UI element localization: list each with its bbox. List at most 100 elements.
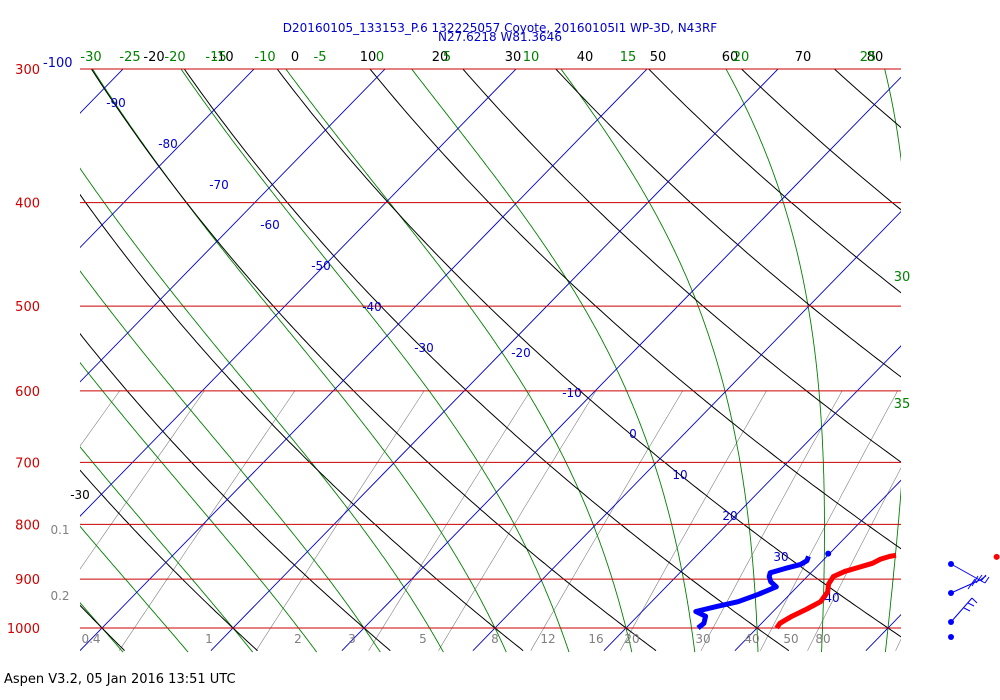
wind-barb-shaft <box>950 579 981 594</box>
dry-adiabat-label: 30 <box>505 50 522 65</box>
moist-adiabat-label: -30 <box>80 50 101 65</box>
moist-adiabat-label: 15 <box>620 50 637 65</box>
mixing-ratio-label: 12 <box>540 632 555 646</box>
isotherm-label: -50 <box>311 259 331 273</box>
dry-adiabat-line <box>80 469 258 652</box>
dry-adiabat-label: -10 <box>212 50 233 65</box>
mixing-ratio-label: 50 <box>783 632 798 646</box>
dry-adiabat-label: 10 <box>360 50 377 65</box>
mixing-ratio-line <box>807 467 901 651</box>
moist-adiabat-label: 5 <box>443 50 451 65</box>
mixing-ratio-line <box>80 390 120 447</box>
mixing-ratio-label: 1 <box>205 632 213 646</box>
mixing-ratio-label: 20 <box>624 632 639 646</box>
mixing-ratio-line <box>530 390 683 651</box>
wind-barb-feather <box>984 576 990 584</box>
dry-adiabat-label: 50 <box>650 50 667 65</box>
isotherm-line <box>80 69 648 651</box>
dry-adiabat-line <box>891 37 1000 651</box>
wind-barb-feather <box>975 574 983 584</box>
mixing-ratio-label: 40 <box>744 632 759 646</box>
moist-adiabat-label: -25 <box>119 50 140 65</box>
mixing-ratio-line <box>368 390 531 651</box>
pressure-label: 500 <box>15 300 40 315</box>
moist-adiabat-label: -20 <box>164 50 185 65</box>
wind-barb-feather <box>980 574 987 582</box>
wind-barb-feather <box>963 607 971 612</box>
moist-adiabat-line <box>0 52 58 652</box>
isotherm-line <box>341 76 901 651</box>
moist-adiabat-line <box>725 69 825 653</box>
moist-adiabat-line <box>884 69 901 653</box>
dry-adiabat-label: -20 <box>143 50 164 65</box>
mixing-ratio-label: 80 <box>815 632 830 646</box>
dry-adiabat-line <box>90 69 657 652</box>
moist-adiabat-line <box>80 525 189 653</box>
isotherm-label: -40 <box>362 300 382 314</box>
corner-isotherm-label: -100 <box>43 56 73 71</box>
dewpoint-outlier-point <box>825 550 832 557</box>
isotherm-label: -60 <box>260 218 280 232</box>
wind-barb-feather <box>971 597 978 604</box>
moist-adiabat-line <box>560 69 759 653</box>
dry-adiabat-label: 20 <box>432 50 449 65</box>
moist-adiabat-line <box>80 270 381 653</box>
isotherm-line <box>80 69 517 517</box>
dry-adiabat-line <box>80 193 524 652</box>
chart-title: D20160105_133153_P.6 132225057 Coyote, 2… <box>283 21 717 35</box>
temperature-profile-line <box>774 552 897 630</box>
mixing-ratio-line <box>118 390 296 651</box>
dry-adiabat-label: 60 <box>722 50 739 65</box>
mixing-ratio-line <box>619 390 767 651</box>
dry-adiabat-line <box>833 69 901 129</box>
moist-adiabat-line <box>80 446 254 653</box>
moist-adiabat-label: 30 <box>894 270 911 285</box>
moist-adiabat-label: -5 <box>314 50 327 65</box>
moist-adiabat-label: 20 <box>733 50 750 65</box>
moist-adiabat-line <box>91 69 507 653</box>
mixing-ratio-label: 30 <box>695 632 710 646</box>
moist-adiabat-label: -15 <box>205 50 226 65</box>
isotherm-label: -90 <box>106 96 126 110</box>
temperature-outlier-point <box>993 553 1000 560</box>
mixing-ratio-label: 3 <box>348 632 356 646</box>
isotherm-line <box>603 345 901 651</box>
pressure-label: 800 <box>15 518 40 533</box>
wind-barb-shaft <box>950 597 973 623</box>
dry-adiabat-line <box>276 69 901 638</box>
dry-adiabat-label: 80 <box>867 50 884 65</box>
dry-adiabat-line <box>462 69 901 463</box>
dry-adiabat-line <box>369 69 901 550</box>
moist-adiabat-label: 25 <box>860 50 877 65</box>
moist-adiabat-line <box>180 69 570 653</box>
isotherm-label: 20 <box>722 509 737 523</box>
dry-adiabat-label: -30 <box>70 488 90 502</box>
dry-adiabat-line <box>183 69 790 652</box>
mixing-ratio-label: 16 <box>588 632 603 646</box>
isotherm-line <box>80 69 124 114</box>
moist-adiabat-line <box>411 69 696 653</box>
moist-adiabat-label: 10 <box>523 50 540 65</box>
mixing-ratio-line <box>80 390 205 570</box>
dry-adiabat-line <box>80 332 391 652</box>
isotherm-line <box>734 479 901 651</box>
chart-subtitle: N27.6218 W81.3646 <box>438 30 562 44</box>
mixing-ratio-line <box>760 390 898 651</box>
pressure-label: 900 <box>15 573 40 588</box>
mixing-ratio-label: 8 <box>491 632 499 646</box>
dry-adiabat-line <box>555 69 901 378</box>
isotherm-label: -30 <box>414 341 434 355</box>
mixing-ratio-line <box>255 390 425 651</box>
isotherm-label: -80 <box>158 137 178 151</box>
isotherm-label: 10 <box>672 468 687 482</box>
isotherm-line <box>472 210 901 651</box>
moist-adiabat-label: 0 <box>376 50 384 65</box>
mixing-ratio-label: 5 <box>419 632 427 646</box>
dry-adiabat-label: 70 <box>795 50 812 65</box>
pressure-label: 400 <box>15 197 40 212</box>
moist-adiabat-line <box>950 52 1000 652</box>
dry-adiabat-line <box>647 69 901 294</box>
wind-barb-feather <box>967 578 976 590</box>
mixing-ratio-line <box>700 390 843 651</box>
